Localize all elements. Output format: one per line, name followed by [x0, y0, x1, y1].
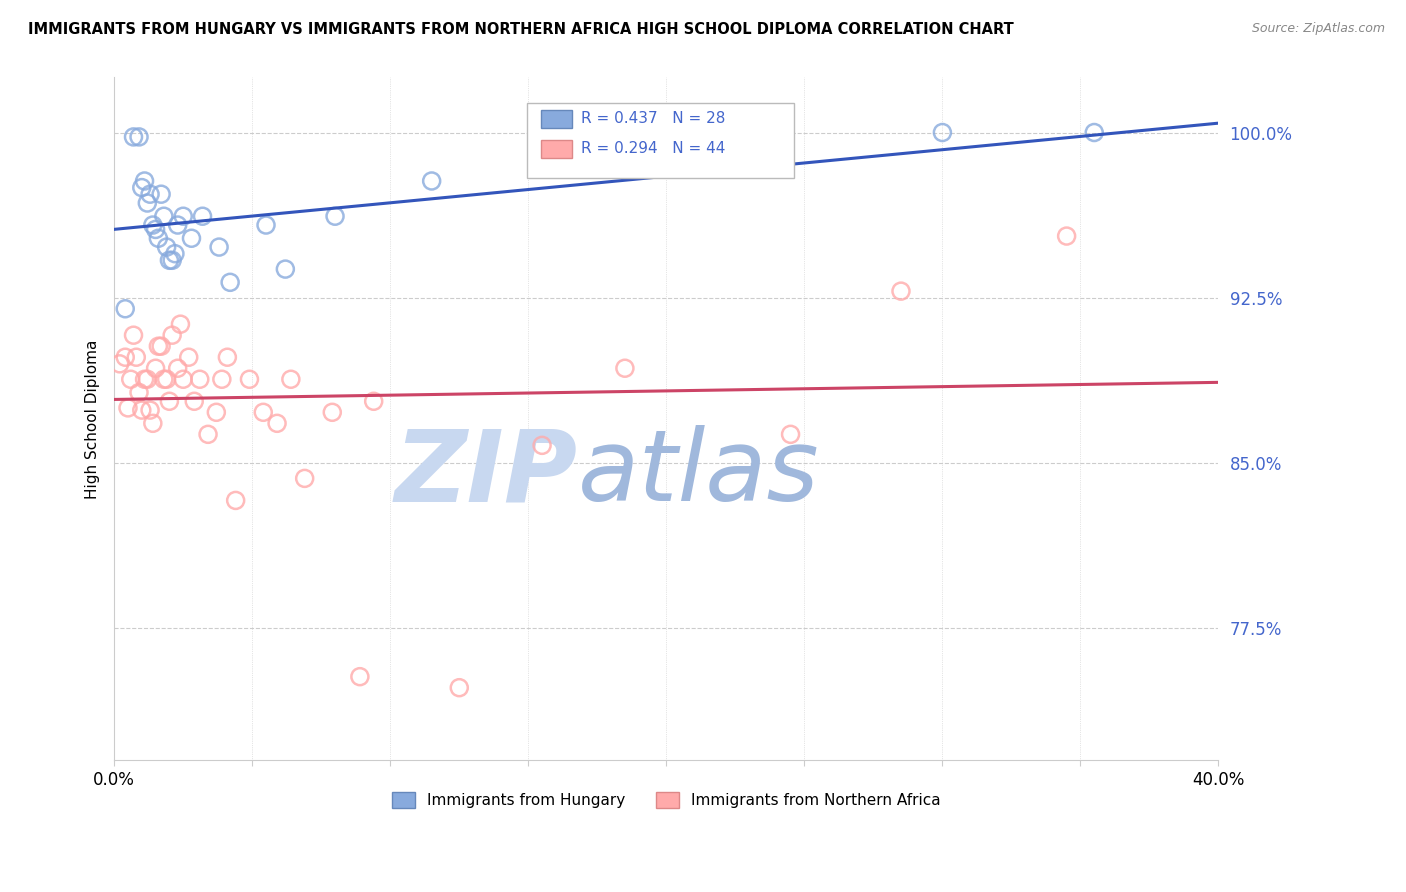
Point	[148, 231, 170, 245]
Point	[890, 284, 912, 298]
Point	[153, 372, 176, 386]
Point	[131, 403, 153, 417]
Point	[128, 385, 150, 400]
Text: R = 0.437   N = 28: R = 0.437 N = 28	[581, 112, 725, 126]
Point	[420, 174, 443, 188]
Point	[156, 240, 179, 254]
Point	[349, 670, 371, 684]
Point	[136, 196, 159, 211]
Point	[142, 417, 165, 431]
Point	[122, 130, 145, 145]
Y-axis label: High School Diploma: High School Diploma	[86, 339, 100, 499]
Point	[183, 394, 205, 409]
Point	[157, 394, 180, 409]
Legend: Immigrants from Hungary, Immigrants from Northern Africa: Immigrants from Hungary, Immigrants from…	[385, 786, 946, 814]
Point	[166, 361, 188, 376]
Point	[125, 350, 148, 364]
Point	[208, 240, 231, 254]
Point	[188, 372, 211, 386]
Point	[150, 187, 173, 202]
Point	[449, 681, 471, 695]
Point	[156, 372, 179, 386]
Point	[363, 394, 385, 409]
Point	[225, 493, 247, 508]
Point	[211, 372, 233, 386]
Point	[142, 218, 165, 232]
Text: IMMIGRANTS FROM HUNGARY VS IMMIGRANTS FROM NORTHERN AFRICA HIGH SCHOOL DIPLOMA C: IMMIGRANTS FROM HUNGARY VS IMMIGRANTS FR…	[28, 22, 1014, 37]
Point	[157, 253, 180, 268]
Point	[252, 405, 274, 419]
Point	[163, 246, 186, 260]
Point	[160, 253, 183, 268]
Point	[294, 471, 316, 485]
Point	[139, 403, 162, 417]
Point	[136, 372, 159, 386]
Point	[280, 372, 302, 386]
Point	[172, 209, 194, 223]
Point	[148, 339, 170, 353]
Point	[217, 350, 239, 364]
Point	[172, 372, 194, 386]
Point	[219, 276, 242, 290]
Point	[205, 405, 228, 419]
Point	[128, 130, 150, 145]
Point	[150, 339, 173, 353]
Point	[191, 209, 214, 223]
Point	[139, 187, 162, 202]
Point	[114, 301, 136, 316]
Point	[254, 218, 277, 232]
Point	[145, 222, 167, 236]
Point	[166, 218, 188, 232]
Point	[779, 427, 801, 442]
Text: R = 0.294   N = 44: R = 0.294 N = 44	[581, 142, 725, 156]
Point	[131, 180, 153, 194]
Point	[1056, 229, 1078, 244]
Text: Source: ZipAtlas.com: Source: ZipAtlas.com	[1251, 22, 1385, 36]
Point	[266, 417, 288, 431]
Point	[120, 372, 142, 386]
Point	[134, 174, 156, 188]
Point	[323, 209, 346, 223]
Point	[114, 350, 136, 364]
Point	[1083, 126, 1105, 140]
Point	[531, 438, 554, 452]
Point	[180, 231, 202, 245]
Point	[108, 357, 131, 371]
Point	[160, 328, 183, 343]
Point	[122, 328, 145, 343]
Point	[931, 126, 953, 140]
Point	[613, 361, 636, 376]
Point	[321, 405, 343, 419]
Point	[169, 317, 191, 331]
Point	[197, 427, 219, 442]
Point	[177, 350, 200, 364]
Text: atlas: atlas	[578, 425, 820, 522]
Point	[153, 209, 176, 223]
Text: ZIP: ZIP	[395, 425, 578, 522]
Point	[238, 372, 260, 386]
Point	[274, 262, 297, 277]
Point	[117, 401, 139, 415]
Point	[145, 361, 167, 376]
Point	[134, 372, 156, 386]
